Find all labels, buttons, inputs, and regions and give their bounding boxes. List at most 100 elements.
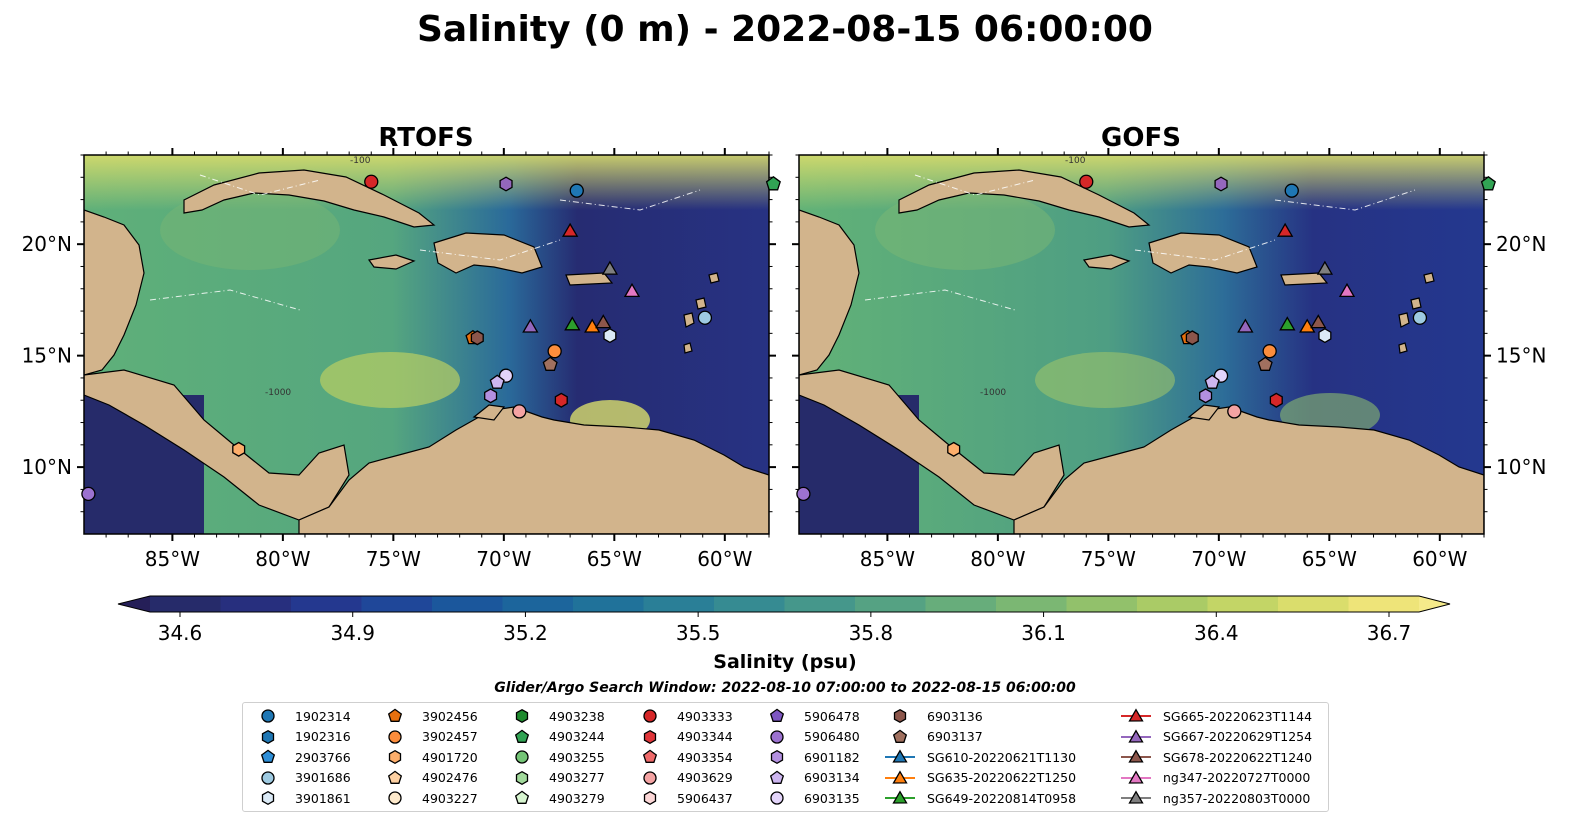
legend-marker-icon <box>1121 769 1151 784</box>
colorbar-segment <box>1137 596 1208 612</box>
legend-label: 4903255 <box>549 749 605 765</box>
legend-label: 4903279 <box>549 790 605 806</box>
legend-marker <box>770 729 784 744</box>
legend-marker-icon <box>387 708 403 722</box>
obs-marker-4903244 <box>1480 175 1496 191</box>
legend-marker-icon <box>892 729 908 743</box>
legend-label: 1902314 <box>295 708 351 724</box>
obs-marker-4903333 <box>1079 174 1094 189</box>
legend-label: 4903344 <box>677 729 733 744</box>
legend-marker <box>387 770 403 784</box>
legend-marker <box>388 791 402 805</box>
legend-marker <box>261 770 275 785</box>
obs-marker-3901861 <box>603 328 617 344</box>
colorbar-segment <box>855 596 926 612</box>
legend-label: 4903227 <box>422 790 478 806</box>
legend-item: 4903238 <box>505 706 605 726</box>
legend-label: 6903136 <box>927 708 983 724</box>
legend-marker <box>1128 708 1144 722</box>
legend-marker <box>893 708 907 724</box>
legend-marker-icon <box>514 729 530 743</box>
colorbar-tick-label: 36.7 <box>1367 621 1412 645</box>
legend-label: 6903137 <box>927 729 983 744</box>
colorbar-segment <box>1066 596 1138 612</box>
obs-marker-SG649-20220814T0958 <box>564 316 581 331</box>
legend-marker-icon <box>643 770 657 785</box>
colorbar-segment <box>573 596 644 612</box>
obs-marker-ng357-20220803T0000 <box>1316 260 1334 275</box>
obs-marker-ng357-20220803T0000 <box>601 260 619 275</box>
legend-marker <box>892 790 908 804</box>
legend-marker-icon <box>769 770 785 784</box>
legend-marker <box>514 790 530 804</box>
legend-label: SG665-20220623T1144 <box>1163 708 1313 724</box>
obs-marker-SG667-20220629T1254 <box>1237 318 1254 333</box>
colorbar-segment <box>1278 596 1349 612</box>
legend-marker <box>261 709 275 723</box>
legend-label: SG649-20220814T0958 <box>927 790 1077 806</box>
obs-marker-1902314 <box>569 183 584 198</box>
obs-marker-5906478 <box>499 176 513 192</box>
lon-tick-label: 80°W <box>970 547 1025 571</box>
legend-marker <box>892 769 908 784</box>
colorbar-tick-label: 36.4 <box>1194 621 1239 645</box>
obs-marker-6903134 <box>489 374 505 389</box>
legend-marker <box>642 749 658 763</box>
obs-marker-6901182 <box>484 388 498 404</box>
lon-tick-label: 75°W <box>366 547 421 571</box>
obs-marker-5906480 <box>796 486 811 502</box>
legend-marker-icon <box>261 770 275 785</box>
legend-item: 3902456 <box>378 706 478 726</box>
obs-marker-3902457 <box>547 344 562 359</box>
legend-item: 4903279 <box>505 788 605 808</box>
legend-item: SG667-20220629T1254 <box>1119 727 1312 747</box>
colorbar-segment <box>361 596 433 612</box>
legend-marker <box>515 708 529 724</box>
colorbar-tick-label: 34.9 <box>330 621 375 645</box>
obs-marker-6903137 <box>542 356 558 371</box>
colorbar-segment <box>502 596 574 612</box>
legend-item: 6903136 <box>883 706 983 726</box>
obs-marker-4903629 <box>512 404 527 419</box>
colorbar-tick-label: 35.5 <box>676 621 721 645</box>
legend-marker <box>261 729 275 744</box>
legend-marker <box>892 749 908 763</box>
legend-marker <box>388 729 402 744</box>
legend-item: 4903344 <box>633 727 733 747</box>
legend-label: 4901720 <box>422 749 478 765</box>
obs-marker-6901182 <box>1199 388 1213 404</box>
legend-marker-icon <box>515 770 529 785</box>
obs-marker-4903344 <box>1269 392 1283 408</box>
legend-item: SG665-20220623T1144 <box>1119 706 1312 726</box>
legend-marker-icon <box>643 729 657 744</box>
contour-label: -100 <box>350 156 371 166</box>
colorbar: 34.6 34.9 35.2 35.5 35.8 36.1 36.4 36.7 <box>117 595 1451 645</box>
legend-marker-icon <box>260 749 276 763</box>
obs-marker-SG667-20220629T1254 <box>522 318 539 333</box>
legend-marker-icon <box>885 790 915 804</box>
legend-marker-icon <box>261 790 275 806</box>
colorbar-outline <box>117 595 1451 613</box>
lon-tick-label: 65°W <box>1302 547 1357 571</box>
legend-item: 4903227 <box>378 788 478 808</box>
colorbar-segment <box>925 596 997 612</box>
legend-label: 6903135 <box>804 790 860 806</box>
colorbar-segment <box>291 596 362 612</box>
obs-marker-6903136 <box>470 330 484 346</box>
legend-marker <box>643 770 657 785</box>
legend-label: 3901686 <box>295 770 351 785</box>
colorbar-under-arrow <box>118 596 150 612</box>
legend-label: SG667-20220629T1254 <box>1163 729 1313 744</box>
panel-gofs: GOFS -100 -1000 <box>796 123 1496 535</box>
legend-item: 3901686 <box>251 768 351 788</box>
colorbar-tick-label: 35.2 <box>503 621 548 645</box>
obs-marker-SG665-20220623T1144 <box>1276 222 1294 237</box>
legend-label: 6903134 <box>804 770 860 785</box>
legend-marker-icon <box>770 729 784 744</box>
legend-marker <box>515 770 529 785</box>
legend-label: 1902316 <box>295 729 351 744</box>
legend-marker <box>261 790 275 806</box>
colorbar-segment <box>432 596 503 612</box>
legend-marker <box>387 708 403 722</box>
legend-label: 4903333 <box>677 708 733 724</box>
